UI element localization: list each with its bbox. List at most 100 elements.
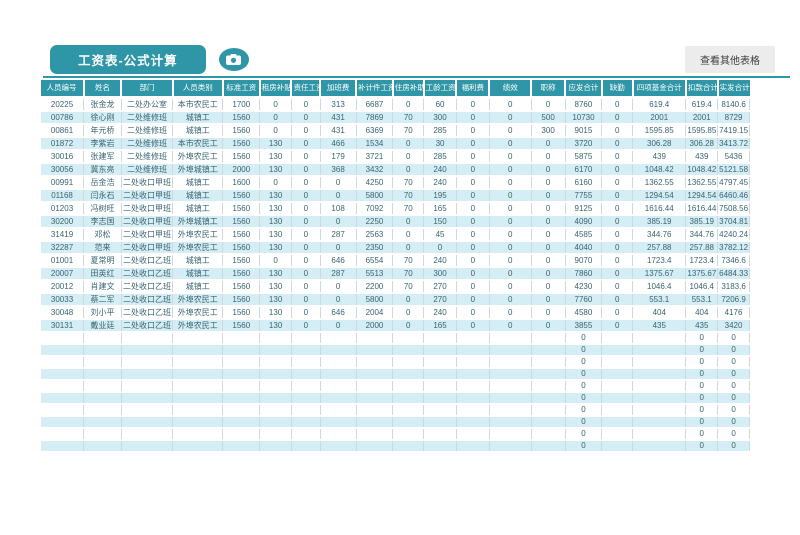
cell: 0 xyxy=(489,97,532,112)
cell: 70 xyxy=(392,175,425,190)
cell: 6687 xyxy=(356,97,394,112)
cell xyxy=(423,439,457,453)
cell: 0 xyxy=(565,379,603,393)
cell xyxy=(320,427,357,441)
cell: 0 xyxy=(685,331,719,345)
cell xyxy=(320,415,357,429)
cell: 0 xyxy=(291,240,321,255)
view-other-tables-button[interactable]: 查看其他表格 xyxy=(685,45,775,73)
cell xyxy=(392,367,425,381)
cell: 0 xyxy=(685,367,719,381)
cell xyxy=(121,379,174,393)
cell xyxy=(601,355,634,369)
cell xyxy=(531,403,566,417)
cell: 10730 xyxy=(565,110,603,125)
cell xyxy=(222,403,261,417)
cell xyxy=(259,391,292,405)
cell: 0 xyxy=(259,123,292,138)
cell: 30131 xyxy=(39,318,85,333)
cell: 1294.54 xyxy=(632,188,687,203)
cell: 6160 xyxy=(565,175,603,190)
cell xyxy=(320,355,357,369)
cell: 0 xyxy=(456,110,490,125)
cell: 31419 xyxy=(39,227,85,242)
cell: 70 xyxy=(392,201,425,216)
cell: 夏常明 xyxy=(83,253,122,268)
cell: 冯树旺 xyxy=(83,201,122,216)
table-row: 01203 冯树旺 二处收口甲班 城镇工 1560 130 0 108 7092 70 165 0 0 0… xyxy=(39,201,750,216)
cell: 0 xyxy=(392,162,425,177)
cell: 4580 xyxy=(565,305,603,320)
cell: 5800 xyxy=(356,292,394,307)
cell: 0 xyxy=(565,331,603,345)
cell: 404 xyxy=(632,305,687,320)
cell: 0 xyxy=(717,415,750,429)
cell: 二处维修班 xyxy=(121,123,174,138)
cell: 439 xyxy=(685,149,719,164)
cell xyxy=(222,379,261,393)
cell xyxy=(489,355,532,369)
column-header: 姓名 xyxy=(83,80,123,99)
cell: 0 xyxy=(291,253,321,268)
cell: 0 xyxy=(291,214,321,229)
cell: 0 xyxy=(717,427,750,441)
cell xyxy=(632,439,687,453)
cell: 0 xyxy=(456,253,490,268)
cell xyxy=(356,379,394,393)
cell: 0 xyxy=(601,149,634,164)
cell: 0 xyxy=(456,240,490,255)
cell: 二处收口乙班 xyxy=(121,266,174,281)
cell xyxy=(83,415,122,429)
cell: 1560 xyxy=(222,136,261,151)
cell: 0 xyxy=(685,379,719,393)
cell: 4797.45 xyxy=(717,175,750,190)
column-header: 应发合计 xyxy=(565,80,603,99)
cell xyxy=(259,355,292,369)
cell: 195 xyxy=(423,188,457,203)
cell: 435 xyxy=(632,318,687,333)
cell xyxy=(39,343,85,357)
cell: 4176 xyxy=(717,305,750,320)
cell xyxy=(601,391,634,405)
cell: 0 xyxy=(456,279,490,294)
cell: 0 xyxy=(531,253,566,268)
cell: 30056 xyxy=(39,162,85,177)
cell: 外埠城镇工 xyxy=(172,162,224,177)
column-header: 职称 xyxy=(531,80,566,99)
cell: 0 xyxy=(456,201,490,216)
cell xyxy=(172,391,224,405)
table-row: 30016 张建军 二处维修班 外埠农民工 1560 130 0 179 3721 0 285 0 0 0… xyxy=(39,149,750,164)
cell: 1560 xyxy=(222,227,261,242)
cell: 0 xyxy=(291,149,321,164)
cell: 00861 xyxy=(39,123,85,138)
cell: 0 xyxy=(291,227,321,242)
cell: 9125 xyxy=(565,201,603,216)
cell: 5121.58 xyxy=(717,162,750,177)
cell xyxy=(39,391,85,405)
cell xyxy=(356,355,394,369)
cell: 270 xyxy=(423,292,457,307)
cell xyxy=(456,331,490,345)
column-header: 标准工资 xyxy=(222,80,261,99)
page-title: 工资表-公式计算 xyxy=(50,44,206,74)
cell xyxy=(632,343,687,357)
cell: 张金龙 xyxy=(83,97,122,112)
cell: 1700 xyxy=(222,97,261,112)
cell: 0 xyxy=(685,355,719,369)
cell: 8760 xyxy=(565,97,603,112)
cell: 435 xyxy=(685,318,719,333)
cell: 肖建文 xyxy=(83,279,122,294)
cell: 二处收口甲班 xyxy=(121,227,174,242)
cell: 300 xyxy=(531,123,566,138)
cell: 0 xyxy=(565,439,603,453)
cell xyxy=(172,439,224,453)
cell: 0 xyxy=(565,427,603,441)
cell: 287 xyxy=(320,266,357,281)
column-header: 缺勤 xyxy=(601,80,634,99)
cell: 1723.4 xyxy=(632,253,687,268)
cell: 4040 xyxy=(565,240,603,255)
cell xyxy=(39,439,85,453)
cell xyxy=(392,403,425,417)
cell xyxy=(601,415,634,429)
